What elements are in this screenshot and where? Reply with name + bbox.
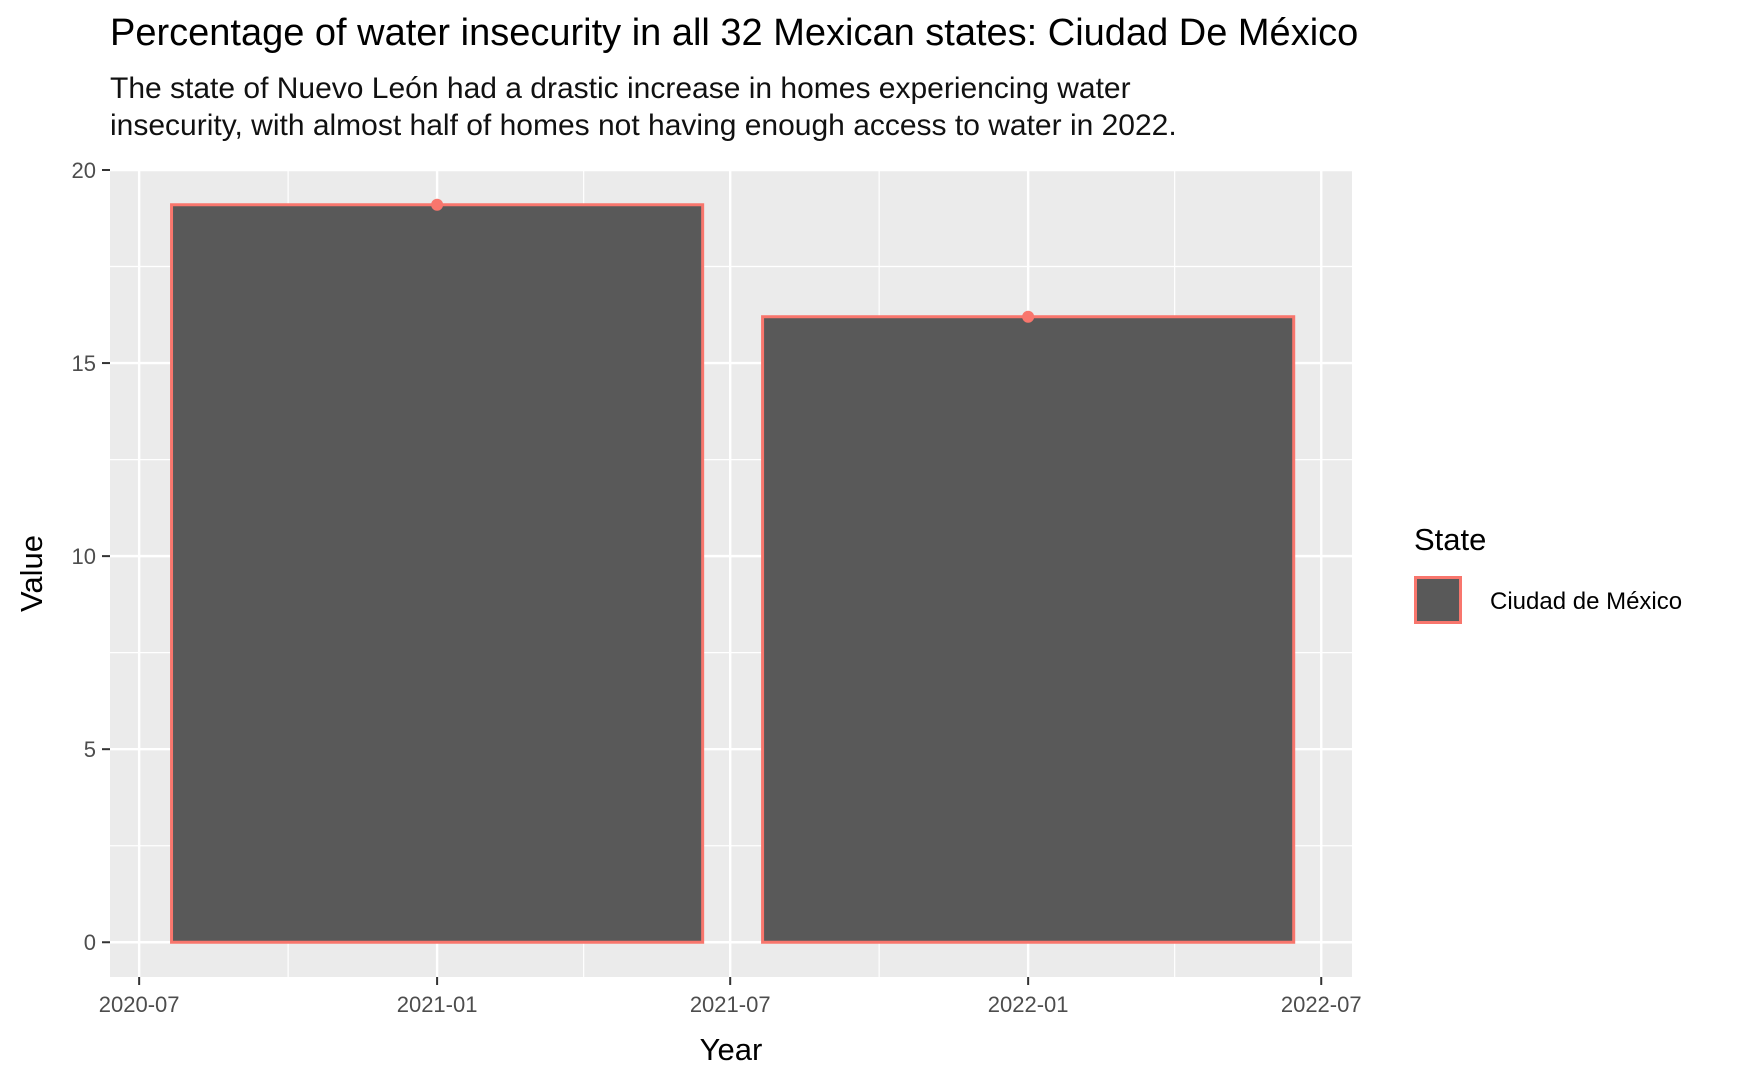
legend-key-swatch: [1414, 576, 1462, 624]
legend-label: Ciudad de México: [1490, 588, 1683, 615]
x-tick-label: 2021-01: [397, 992, 478, 1017]
y-tick-label: 0: [84, 930, 96, 955]
chart-subtitle: The state of Nuevo León had a drastic in…: [110, 70, 1610, 144]
y-tick-label: 15: [72, 351, 96, 376]
subtitle-line-2: insecurity, with almost half of homes no…: [110, 109, 1177, 142]
x-tick-label: 2020-07: [99, 992, 180, 1017]
x-tick-label: 2022-07: [1281, 992, 1362, 1017]
data-point: [1022, 310, 1035, 323]
x-axis-title: Year: [700, 1032, 763, 1067]
x-tick-label: 2022-01: [988, 992, 1069, 1017]
subtitle-line-1: The state of Nuevo León had a drastic in…: [110, 72, 1131, 105]
y-tick-label: 5: [84, 737, 96, 762]
y-tick-label: 20: [72, 158, 96, 183]
y-axis-title: Value: [14, 535, 49, 612]
bar: [170, 203, 705, 944]
x-tick-label: 2021-07: [690, 992, 771, 1017]
bar: [761, 315, 1296, 944]
chart-title: Percentage of water insecurity in all 32…: [110, 12, 1359, 54]
y-tick-label: 10: [72, 544, 96, 569]
legend-title: State: [1414, 522, 1487, 557]
data-point: [431, 198, 444, 211]
